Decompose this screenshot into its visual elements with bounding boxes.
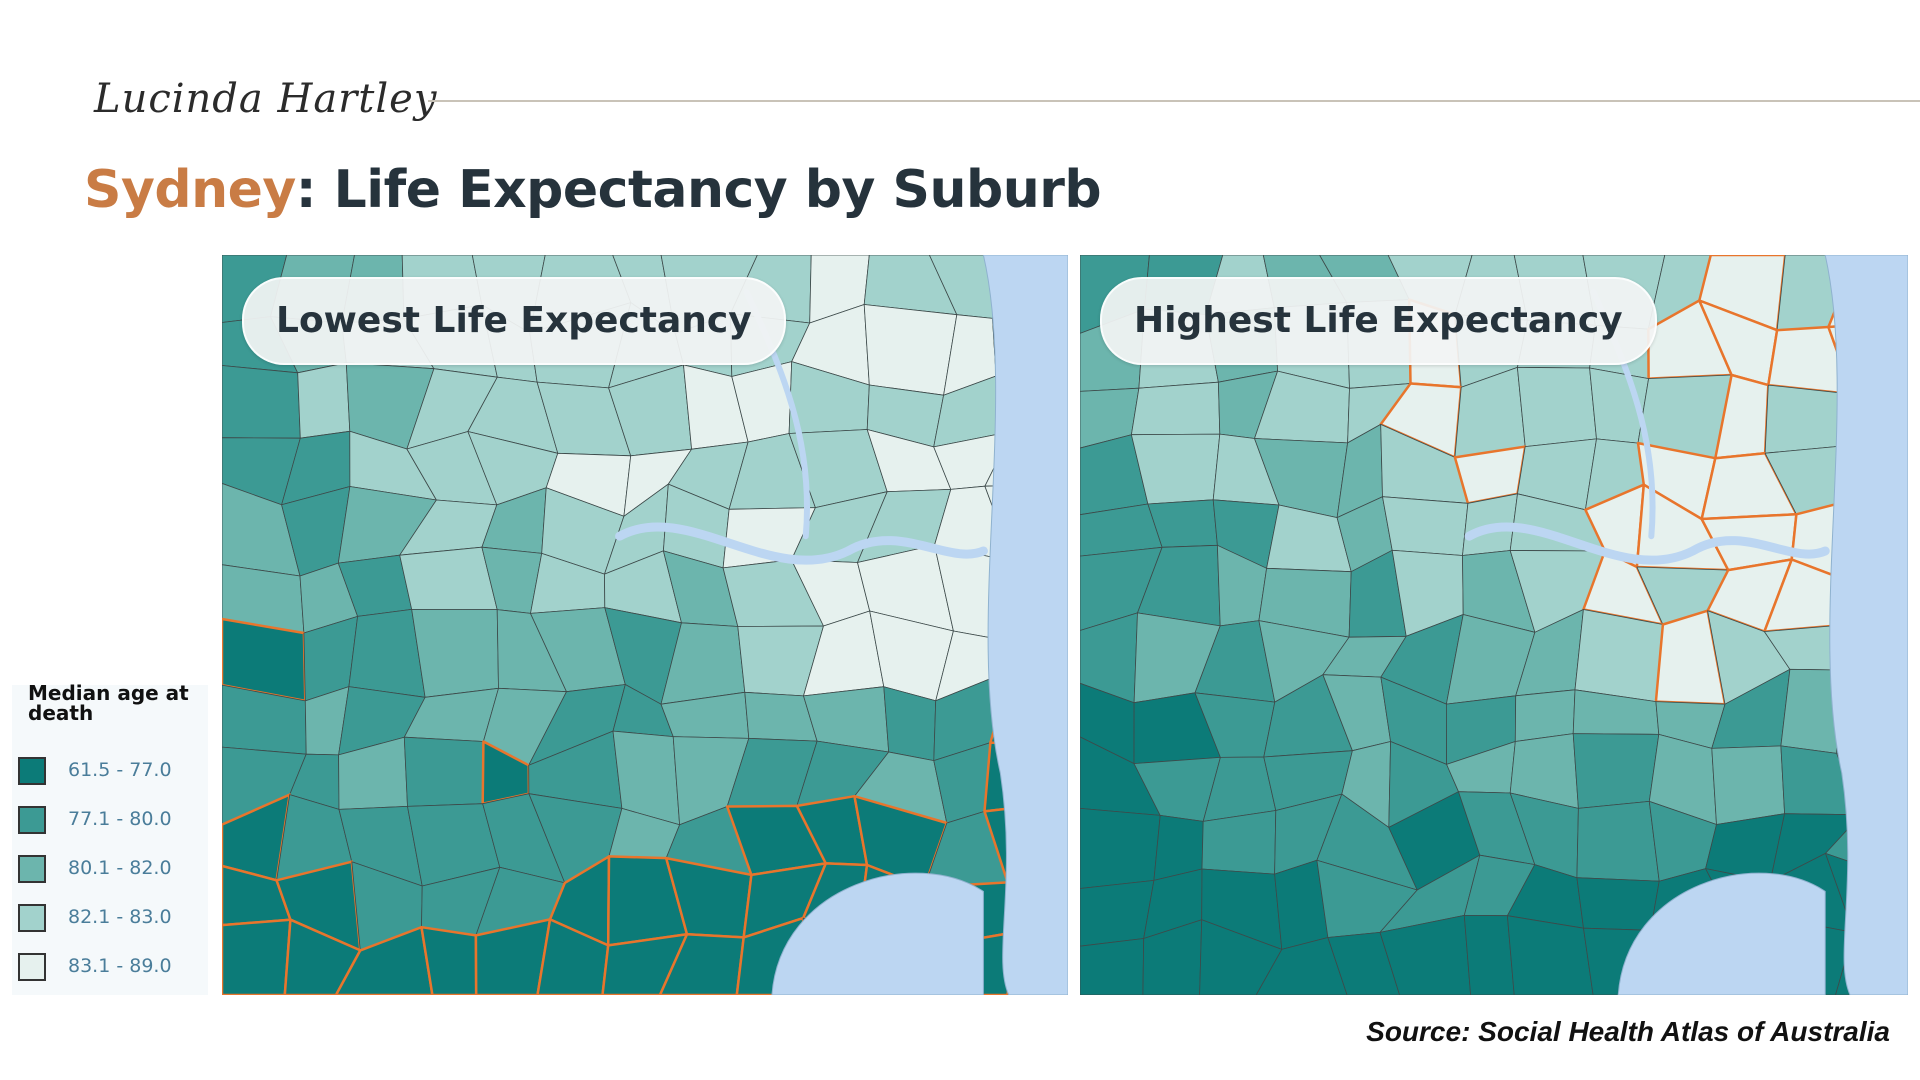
legend-item: 77.1 - 80.0 [18, 804, 208, 838]
suburb-region [283, 918, 362, 995]
page-title: Sydney: Life Expectancy by Suburb [84, 160, 1102, 220]
choropleth-map-lowest [222, 255, 1068, 995]
suburb-region [1572, 733, 1660, 809]
legend-label: 61.5 - 77.0 [68, 759, 172, 781]
suburb-region [334, 925, 434, 995]
suburb-region [403, 736, 484, 807]
ocean-water [982, 255, 1068, 995]
logo-signature: Lucinda Hartley [94, 76, 438, 122]
legend-item: 80.1 - 82.0 [18, 853, 208, 887]
map-highest-life-expectancy[interactable]: Highest Life Expectancy [1080, 255, 1908, 995]
suburb-region [474, 918, 552, 995]
suburb-region [1080, 808, 1161, 889]
ocean-water [1824, 255, 1908, 995]
legend-title: Median age at death [28, 681, 189, 725]
suburb-region [1080, 880, 1155, 947]
legend-item: 83.1 - 89.0 [18, 951, 208, 985]
suburb-region [1199, 919, 1283, 995]
suburb-region [1463, 915, 1515, 995]
suburb-region [1255, 937, 1348, 995]
legend-item: 82.1 - 83.0 [18, 902, 208, 936]
suburb-region [1327, 932, 1401, 995]
legend-item: 61.5 - 77.0 [18, 755, 208, 789]
suburb-region [1574, 609, 1664, 703]
legend-swatch [18, 757, 46, 785]
suburb-region [1201, 810, 1277, 875]
suburb-region [863, 304, 958, 396]
legend-label: 77.1 - 80.0 [68, 808, 172, 830]
header-divider [428, 100, 1920, 102]
source-citation: Source: Social Health Atlas of Australia [1366, 1016, 1890, 1047]
suburb-region [1711, 745, 1785, 825]
title-accent-city: Sydney [84, 160, 296, 220]
choropleth-map-highest [1080, 255, 1908, 995]
legend-swatch [18, 806, 46, 834]
suburb-region [222, 918, 292, 995]
map-legend [12, 685, 208, 995]
suburb-region [1514, 689, 1576, 742]
suburb-region [1516, 367, 1597, 448]
suburb-region [1080, 938, 1145, 995]
legend-label: 83.1 - 89.0 [68, 955, 172, 977]
suburb-region [1576, 801, 1660, 882]
suburb-region [1142, 919, 1203, 995]
suburb-region [420, 925, 478, 995]
suburb-region [222, 365, 301, 439]
suburb-region [411, 608, 499, 698]
legend-label: 80.1 - 82.0 [68, 857, 172, 879]
suburb-region [399, 546, 498, 611]
botany-bay-water [1617, 872, 1826, 995]
suburb-region [297, 362, 351, 439]
map-label-highest: Highest Life Expectancy [1100, 277, 1657, 365]
legend-label: 82.1 - 83.0 [68, 906, 172, 928]
legend-swatch [18, 953, 46, 981]
title-rest: : Life Expectancy by Suburb [295, 160, 1102, 220]
suburb-region [1131, 381, 1221, 436]
suburb-region [536, 918, 610, 995]
map-label-lowest: Lowest Life Expectancy [242, 277, 786, 365]
harbour-water [615, 522, 988, 565]
legend-swatch [18, 904, 46, 932]
suburb-region [1506, 915, 1594, 995]
map-lowest-life-expectancy[interactable]: Lowest Life Expectancy [222, 255, 1068, 995]
harbour-water [1464, 522, 1830, 565]
legend-swatch [18, 855, 46, 883]
suburb-region [1382, 496, 1469, 556]
suburb-region [658, 933, 745, 995]
botany-bay-water [771, 872, 984, 995]
suburb-region [1379, 915, 1472, 995]
